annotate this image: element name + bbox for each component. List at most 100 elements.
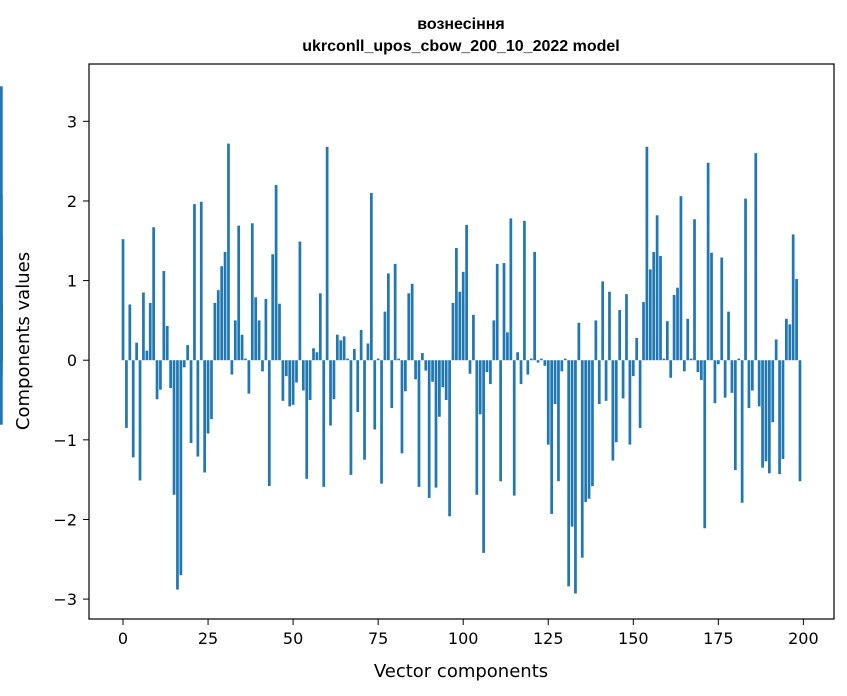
- bar: [390, 360, 394, 408]
- bar: [465, 224, 468, 361]
- bar: [451, 302, 455, 361]
- bar: [798, 360, 802, 482]
- bar: [696, 360, 700, 373]
- x-tick-label: 150: [618, 629, 649, 648]
- bar: [648, 269, 652, 361]
- bar: [458, 291, 462, 361]
- bar: [308, 360, 312, 401]
- bar: [703, 360, 707, 529]
- bar: [352, 349, 356, 361]
- bar: [131, 360, 135, 458]
- x-tick-label: 200: [788, 629, 819, 648]
- y-tick-label: −1: [53, 431, 77, 450]
- bar: [519, 360, 523, 385]
- y-axis-ticks: −3 −2 −1 0 1 2 3: [53, 112, 89, 609]
- bar: [397, 358, 400, 361]
- bar: [550, 360, 554, 514]
- bar: [312, 348, 315, 361]
- bar: [240, 334, 244, 361]
- bar: [359, 329, 363, 361]
- bar: [771, 360, 775, 423]
- bar: [203, 360, 207, 473]
- bar: [349, 360, 353, 475]
- bar: [366, 343, 370, 361]
- bar: [363, 360, 366, 460]
- bar: [546, 360, 550, 445]
- bar: [281, 360, 285, 401]
- bar: [373, 360, 377, 430]
- bar: [400, 360, 404, 454]
- bar: [227, 143, 230, 361]
- bar: [659, 255, 662, 361]
- bar: [315, 352, 319, 361]
- bar: [380, 360, 383, 484]
- bar: [247, 360, 251, 394]
- bar: [614, 360, 618, 443]
- bar: [346, 358, 349, 361]
- y-tick-label: −3: [53, 590, 77, 609]
- bar: [427, 360, 431, 498]
- bar: [785, 318, 788, 361]
- bar: [152, 227, 155, 361]
- bar: [244, 358, 247, 361]
- bar: [376, 358, 380, 361]
- bar: [533, 251, 536, 361]
- x-tick-label: 175: [703, 629, 734, 648]
- bar: [410, 283, 414, 361]
- bar: [655, 215, 659, 361]
- bar: [570, 360, 574, 527]
- bar: [751, 360, 754, 391]
- bar: [404, 360, 407, 392]
- bar: [536, 360, 540, 363]
- bar: [193, 204, 196, 361]
- bar: [529, 358, 533, 361]
- bar: [291, 360, 295, 405]
- bar: [121, 239, 125, 361]
- bar: [301, 360, 305, 391]
- bar: [0, 306, 3, 361]
- bar: [621, 360, 625, 399]
- bar: [662, 358, 666, 361]
- bar: [267, 360, 271, 487]
- bar: [492, 320, 496, 361]
- bar: [339, 340, 343, 361]
- bar: [645, 146, 649, 361]
- bar: [318, 293, 322, 361]
- bar: [740, 360, 744, 503]
- bar: [461, 271, 465, 361]
- bar: [148, 302, 152, 361]
- bar: [485, 360, 489, 373]
- bar: [182, 360, 186, 368]
- bar: [669, 360, 673, 378]
- bar: [506, 332, 509, 361]
- bar: [682, 360, 686, 372]
- bar: [791, 234, 795, 361]
- bar: [635, 337, 639, 361]
- bar: [567, 360, 571, 587]
- bar: [730, 360, 734, 393]
- bar: [186, 345, 190, 361]
- bar: [591, 360, 594, 487]
- bar: [322, 360, 326, 487]
- bar: [710, 252, 713, 361]
- y-tick-label: 1: [67, 272, 77, 291]
- bar: [778, 360, 781, 475]
- bar: [523, 220, 526, 361]
- bar: [199, 201, 203, 361]
- bar: [438, 360, 441, 417]
- bar: [342, 336, 346, 361]
- bar: [159, 360, 162, 390]
- bar: [652, 251, 656, 361]
- bar: [679, 196, 683, 361]
- bar: [764, 360, 768, 462]
- bar: [795, 278, 798, 361]
- bar: [210, 360, 213, 420]
- bar: [332, 360, 336, 400]
- bar: [580, 360, 584, 558]
- bar: [577, 322, 581, 361]
- bar: [472, 314, 475, 361]
- bar: [417, 360, 421, 487]
- bar: [169, 360, 172, 389]
